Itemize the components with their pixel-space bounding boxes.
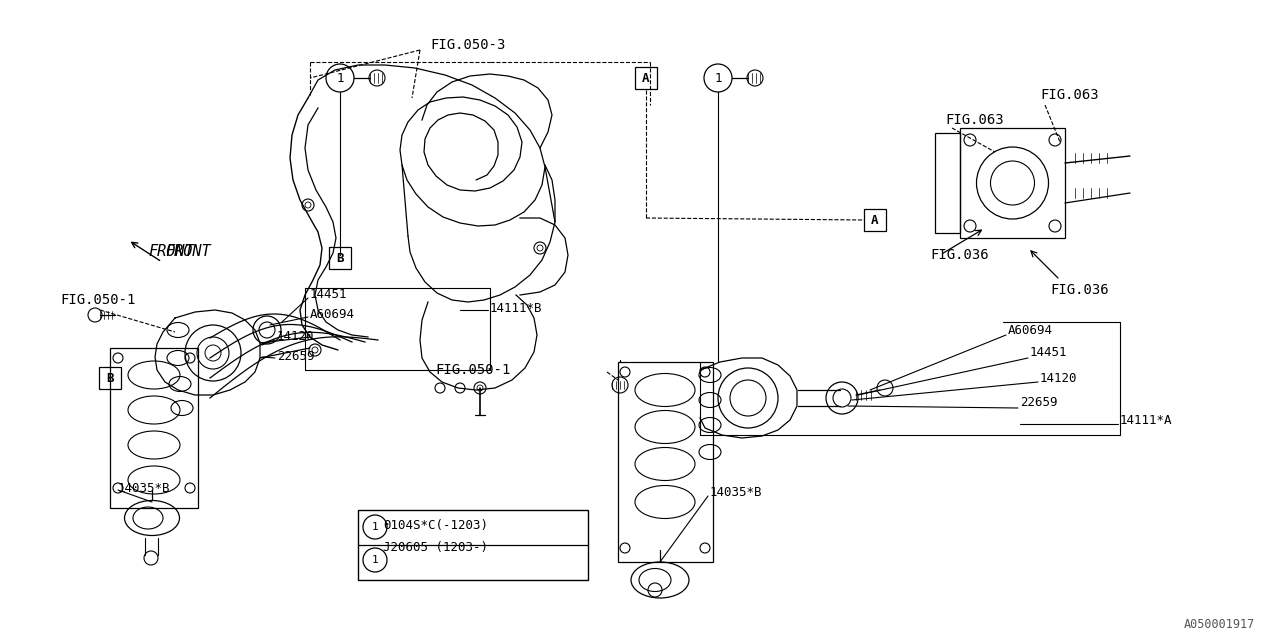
Text: A60694: A60694 — [310, 308, 355, 321]
Text: A: A — [872, 214, 879, 227]
Text: J20605 (1203-): J20605 (1203-) — [383, 541, 488, 554]
Bar — [99, 367, 122, 389]
Text: 1: 1 — [371, 522, 379, 532]
Text: 14120: 14120 — [276, 330, 315, 344]
Bar — [635, 67, 657, 89]
Circle shape — [364, 548, 387, 572]
Text: 14451: 14451 — [310, 289, 347, 301]
Text: FIG.063: FIG.063 — [945, 113, 1004, 127]
Text: FRONT: FRONT — [165, 244, 211, 259]
Circle shape — [364, 515, 387, 539]
Text: FIG.050-1: FIG.050-1 — [60, 293, 136, 307]
Text: 14111*B: 14111*B — [490, 301, 543, 314]
Bar — [934, 133, 960, 233]
Text: 14111*A: 14111*A — [1120, 413, 1172, 426]
Text: FIG.036: FIG.036 — [1050, 283, 1108, 297]
Text: 22659: 22659 — [276, 349, 315, 362]
Bar — [960, 128, 1065, 238]
Text: A050001917: A050001917 — [1184, 618, 1254, 632]
Bar — [110, 348, 198, 508]
Text: FIG.063: FIG.063 — [1039, 88, 1098, 102]
Circle shape — [326, 64, 355, 92]
Text: 14035*B: 14035*B — [118, 481, 170, 495]
Circle shape — [704, 64, 732, 92]
Text: B: B — [106, 371, 114, 385]
Bar — [329, 247, 351, 269]
Text: FRONT: FRONT — [148, 244, 193, 259]
Text: 14035*B: 14035*B — [710, 486, 763, 499]
Text: FIG.036: FIG.036 — [931, 248, 988, 262]
Text: FIG.050-1: FIG.050-1 — [435, 363, 511, 377]
Bar — [618, 362, 713, 562]
Text: 0104S*C(-1203): 0104S*C(-1203) — [383, 518, 488, 531]
Text: 1: 1 — [714, 72, 722, 84]
Text: FIG.050-3: FIG.050-3 — [430, 38, 506, 52]
Text: A: A — [643, 72, 650, 84]
Bar — [864, 209, 886, 231]
Text: 22659: 22659 — [1020, 397, 1057, 410]
Text: B: B — [337, 252, 344, 264]
Text: 14120: 14120 — [1039, 371, 1078, 385]
Text: A60694: A60694 — [1009, 323, 1053, 337]
Text: 1: 1 — [337, 72, 344, 84]
Bar — [358, 510, 588, 580]
Text: 14451: 14451 — [1030, 346, 1068, 360]
Text: 1: 1 — [371, 555, 379, 565]
